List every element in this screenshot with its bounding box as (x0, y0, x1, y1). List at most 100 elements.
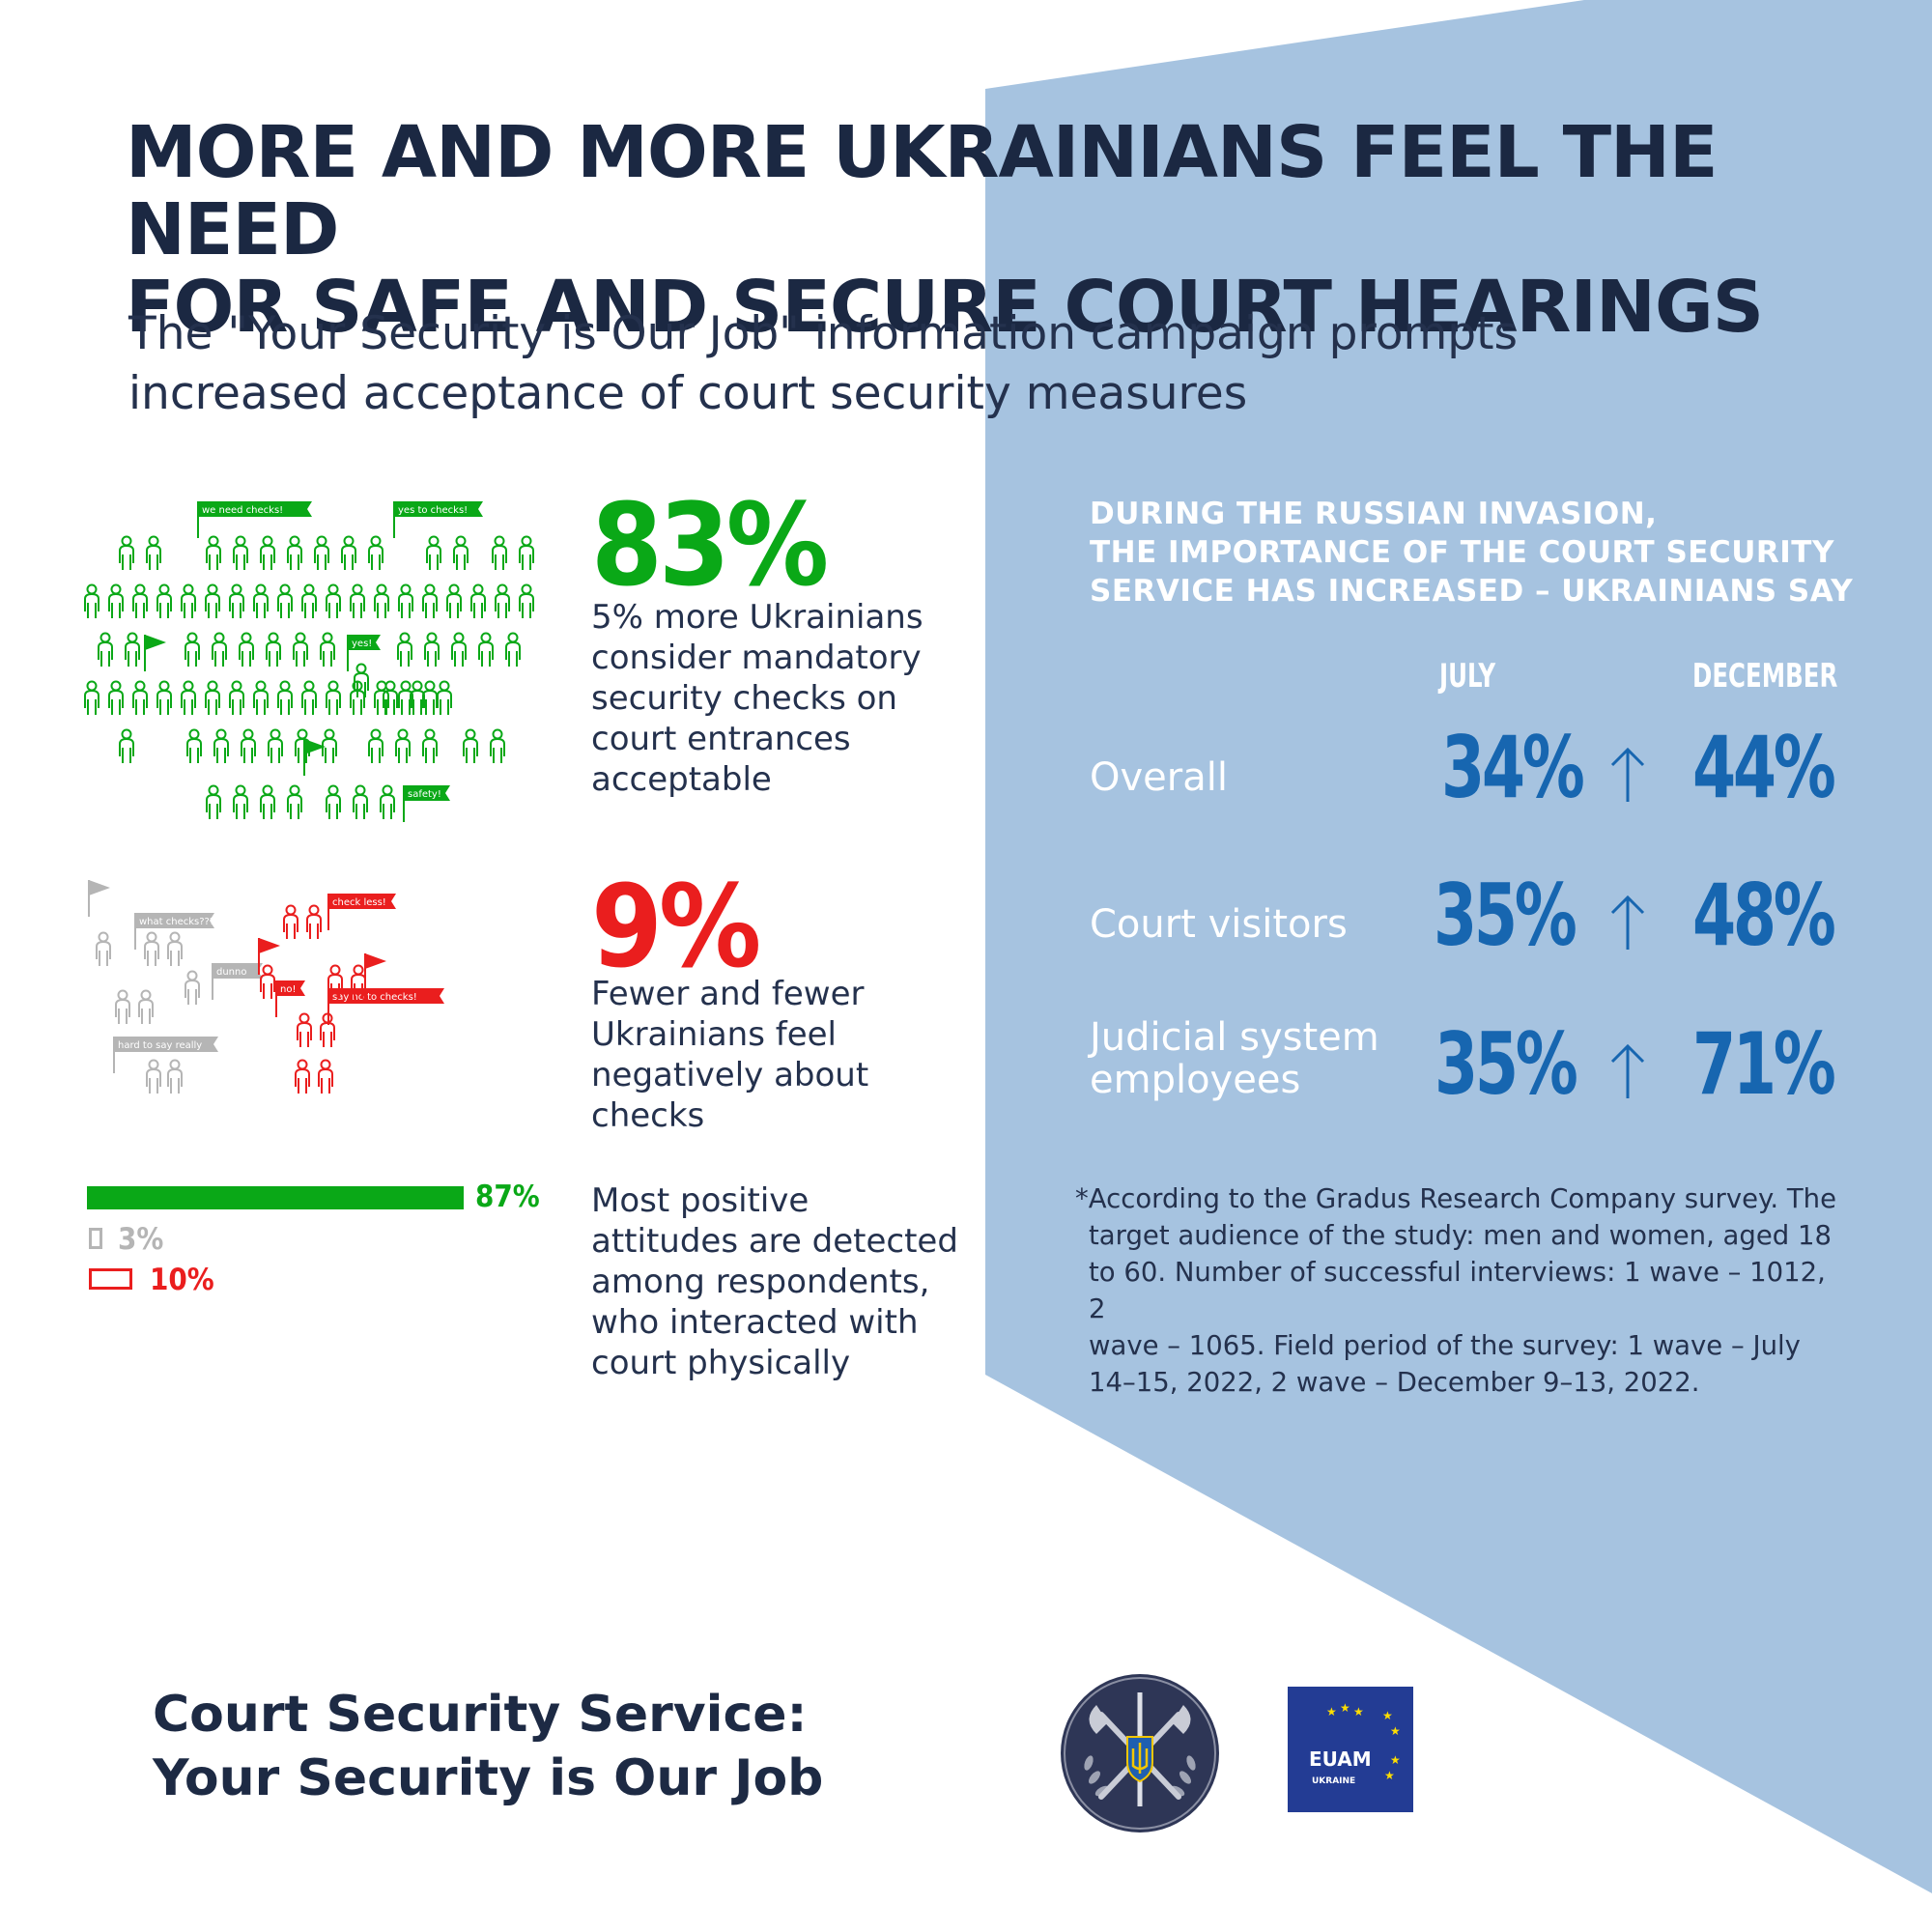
footnote-line: to 60. Number of successful interviews: … (1089, 1257, 1826, 1324)
footnote-line: 14–15, 2022, 2 wave – December 9–13, 202… (1089, 1367, 1700, 1398)
person-icon (277, 680, 293, 715)
judicial-july-value: 35% (1435, 1014, 1578, 1114)
footnote-line: wave – 1065. Field period of the survey:… (1089, 1330, 1801, 1361)
flag-icon: no! (275, 980, 305, 1017)
person-icon (233, 535, 248, 570)
stat1-line: security checks on (591, 679, 897, 718)
person-icon (306, 904, 322, 939)
stat1-line: consider mandatory (591, 639, 922, 677)
person-icon (383, 680, 398, 715)
person-icon (181, 583, 196, 618)
title-line-1: MORE AND MORE UKRAINIANS FEEL THE NEED (126, 111, 1719, 271)
green-crowd-illustration: we need checks! yes to checks! yes! safety! (84, 501, 534, 822)
survey-footnote: *According to the Gradus Research Compan… (1075, 1180, 1838, 1401)
person-icon (327, 964, 343, 999)
title-line-2: FOR SAFE AND SECURE COURT HEARINGS (126, 266, 1764, 349)
person-icon (437, 680, 452, 715)
person-icon (260, 964, 275, 999)
person-icon (368, 535, 384, 570)
person-icon (98, 632, 113, 667)
row-label-overall: Overall (1090, 756, 1418, 799)
flag-text: yes to checks! (398, 505, 468, 516)
right-heading: DURING THE RUSSIAN INVASION, THE IMPORTA… (1090, 495, 1862, 611)
person-icon (424, 632, 440, 667)
person-icon (229, 680, 244, 715)
person-icon (167, 1059, 183, 1094)
stat3-line: court physically (591, 1344, 851, 1382)
row-label-line: Court visitors (1090, 902, 1348, 947)
star-icon: ★ (1340, 1701, 1350, 1715)
court-visitors-december-value: 48% (1692, 866, 1836, 965)
person-icon (422, 680, 438, 715)
bar-positive-label: 87% (475, 1179, 540, 1214)
person-icon (470, 583, 486, 618)
footnote-line: target audience of the study: men and wo… (1089, 1220, 1832, 1251)
person-icon (119, 728, 134, 763)
stat3-line: Most positive (591, 1181, 810, 1220)
person-icon (206, 784, 221, 819)
person-icon (453, 535, 469, 570)
person-icon (293, 632, 308, 667)
person-icon (301, 680, 317, 715)
person-icon (185, 632, 200, 667)
person-icon (320, 632, 335, 667)
bar-positive (87, 1186, 464, 1209)
subtitle-line-1: The "Your Security is Our Job" informati… (128, 307, 1519, 360)
stat1-description: 5% more Ukrainians consider mandatory se… (591, 597, 997, 800)
person-icon (156, 583, 172, 618)
person-icon (205, 583, 220, 618)
person-icon (146, 1059, 161, 1094)
person-icon (395, 728, 411, 763)
person-icon (115, 989, 130, 1024)
flag-text: we need checks! (202, 505, 283, 516)
person-icon (297, 1012, 312, 1047)
person-icon (368, 728, 384, 763)
flag-text: safety! (408, 789, 441, 800)
person-icon (451, 632, 467, 667)
flag-text: yes! (352, 639, 372, 649)
person-icon (478, 632, 494, 667)
person-icon (326, 583, 341, 618)
person-icon (380, 784, 395, 819)
person-icon (266, 632, 281, 667)
stat2-line: Ukrainians feel (591, 1015, 837, 1054)
court-security-service-emblem (1061, 1674, 1219, 1833)
flag-icon: say no to checks! (327, 988, 444, 1025)
euam-subtext: UKRAINE (1312, 1776, 1355, 1786)
star-icon: ★ (1382, 1709, 1393, 1722)
person-icon (326, 784, 341, 819)
person-icon (125, 632, 140, 667)
flag-icon: check less! (327, 894, 396, 930)
court-visitors-july-value: 35% (1434, 866, 1577, 965)
person-icon (96, 931, 111, 966)
judicial-december-value: 71% (1692, 1014, 1836, 1114)
flag-icon: what checks??? (134, 913, 214, 950)
person-icon (353, 784, 368, 819)
stat1-line: acceptable (591, 760, 772, 799)
flag-text: hard to say really (118, 1040, 202, 1051)
column-header-july: JULY (1439, 657, 1496, 696)
flag-icon (258, 938, 280, 975)
person-icon (277, 583, 293, 618)
person-icon (492, 535, 507, 570)
stat1-value: 83% (591, 478, 829, 611)
person-icon (181, 680, 196, 715)
stat2-value: 9% (591, 860, 761, 993)
star-icon: ★ (1384, 1769, 1395, 1782)
flag-text: say no to checks! (332, 992, 417, 1003)
person-icon (144, 931, 159, 966)
person-icon (84, 583, 99, 618)
column-header-december: DECEMBER (1692, 657, 1838, 696)
person-icon (350, 583, 365, 618)
row-label-court-visitors: Court visitors (1090, 903, 1418, 946)
euam-ukraine-logo: ★ ★ ★ ★★★★ EUAM UKRAINE (1288, 1687, 1413, 1812)
person-icon (505, 632, 521, 667)
bar-negative (89, 1268, 132, 1290)
flag-icon: we need checks! (197, 501, 312, 538)
bar-neutral-label: 3% (118, 1222, 164, 1257)
footer-slogan: Court Security Service: Your Security is… (153, 1683, 823, 1810)
row-label-line: Judicial system (1090, 1015, 1379, 1060)
person-icon (314, 535, 329, 570)
flag-icon: dunno (212, 963, 263, 1000)
